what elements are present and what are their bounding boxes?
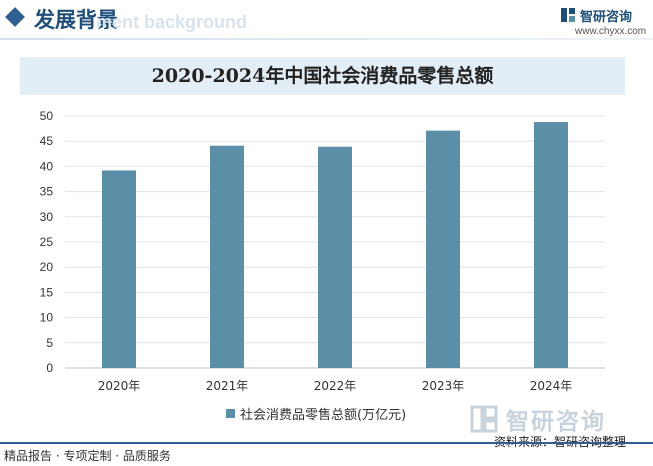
bar <box>318 146 352 368</box>
y-tick-label: 10 <box>40 311 54 325</box>
bar <box>534 122 568 368</box>
x-tick-label: 2022年 <box>314 379 357 393</box>
legend-label: 社会消费品零售总额(万亿元) <box>240 408 407 423</box>
watermark-logo-icon <box>470 405 498 433</box>
x-tick-label: 2024年 <box>530 379 573 393</box>
diamond-icon <box>5 7 25 27</box>
x-tick-label: 2020年 <box>98 379 141 393</box>
y-tick-label: 35 <box>40 185 54 199</box>
y-tick-label: 30 <box>40 210 54 224</box>
logo-name: 智研咨询 <box>580 10 633 25</box>
y-tick-label: 15 <box>40 285 54 299</box>
bar-chart: 0 5 10 15 20 25 30 35 40 45 50 2020年 2021年 2022年 2023年… <box>40 109 605 393</box>
bar <box>426 130 460 368</box>
footer-divider <box>0 442 653 444</box>
chart-title: 2020-2024年中国社会消费品零售总额 <box>151 65 494 87</box>
bar <box>210 145 244 368</box>
watermark-text: 智研咨询 <box>506 409 606 435</box>
section-subtitle-ghost: ment background <box>96 12 248 32</box>
header: 发展背景 ment background 智研咨询 www.chyxx.com <box>0 0 653 44</box>
y-tick-label: 5 <box>46 336 53 350</box>
logo-icon <box>561 8 575 22</box>
header-divider <box>0 38 653 40</box>
y-tick-label: 25 <box>40 235 54 249</box>
y-tick-label: 20 <box>40 260 54 274</box>
y-tick-label: 50 <box>40 109 54 123</box>
logo-url: www.chyxx.com <box>575 26 647 37</box>
legend-swatch <box>226 409 235 418</box>
y-tick-label: 0 <box>46 361 53 375</box>
bar <box>102 170 136 368</box>
y-tick-label: 45 <box>40 134 54 148</box>
y-tick-label: 40 <box>40 159 54 173</box>
section-title: 发展背景 <box>34 8 118 32</box>
footer-text: 精品报告 · 专项定制 · 品质服务 <box>4 449 171 463</box>
chart-legend: 社会消费品零售总额(万亿元) <box>226 404 406 423</box>
x-tick-label: 2023年 <box>422 379 465 393</box>
x-tick-label: 2021年 <box>206 379 249 393</box>
chart-title-band <box>20 57 625 95</box>
